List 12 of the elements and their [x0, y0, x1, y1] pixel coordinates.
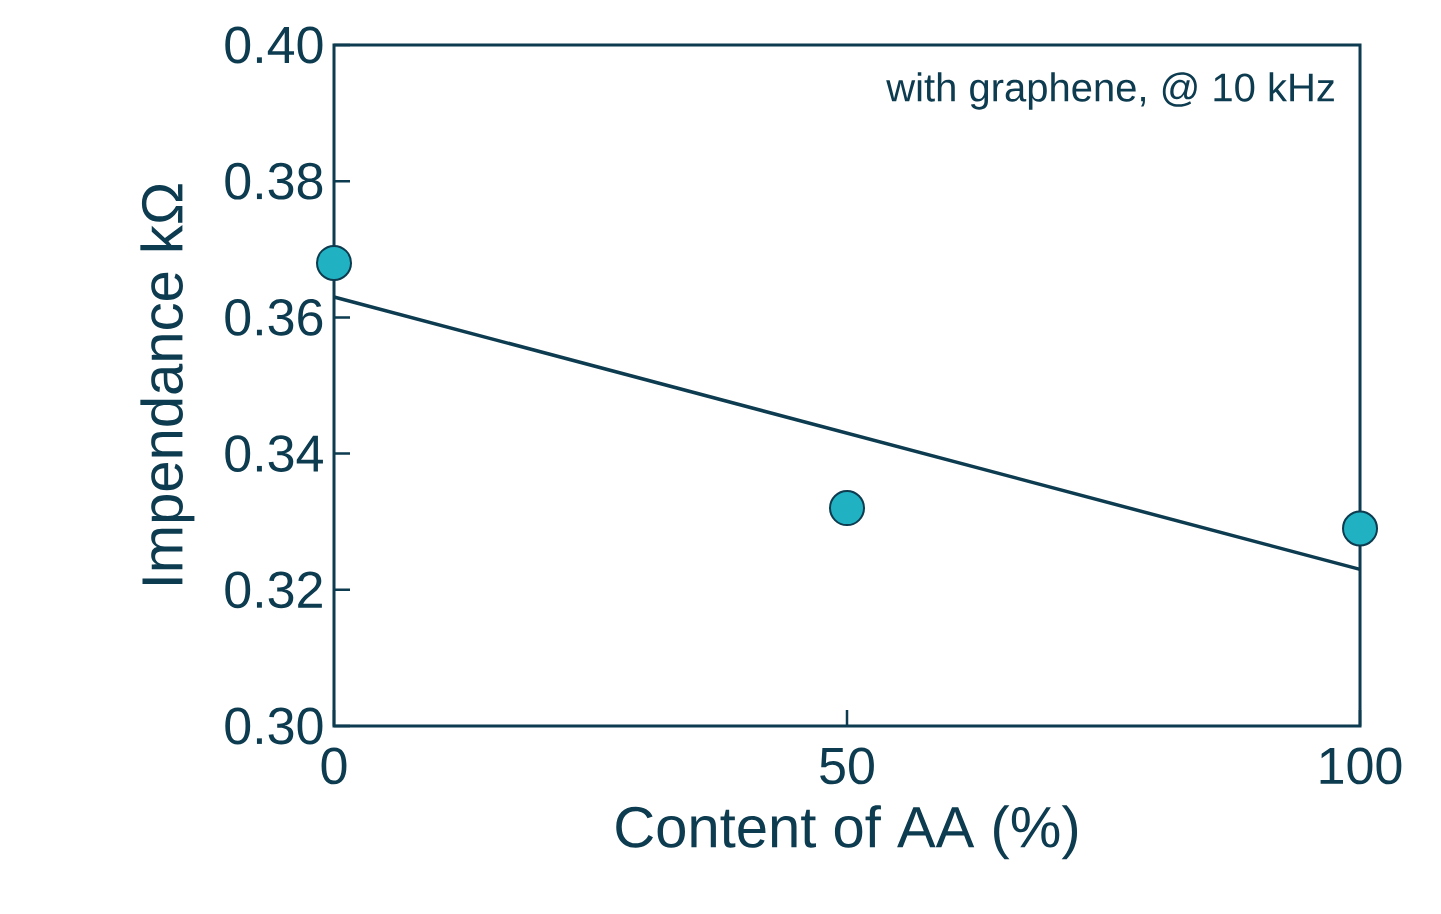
- y-tick-label: 0.30: [225, 707, 323, 745]
- y-tick-label: 0.40: [225, 26, 323, 64]
- x-axis-title: Content of AA (%): [616, 805, 1078, 860]
- x-tick-label: 100: [1320, 747, 1402, 785]
- annotation: with graphene, @ 10 kHz: [886, 72, 1334, 110]
- y-tick-label: 0.34: [225, 435, 323, 473]
- y-tick-label: 0.38: [225, 162, 323, 200]
- x-tick-label: 0: [321, 747, 347, 785]
- y-tick-label: 0.36: [225, 298, 323, 336]
- y-axis-title: Impendance kΩ: [140, 184, 195, 584]
- x-tick-label: 50: [820, 747, 874, 785]
- y-tick-label: 0.32: [225, 571, 322, 609]
